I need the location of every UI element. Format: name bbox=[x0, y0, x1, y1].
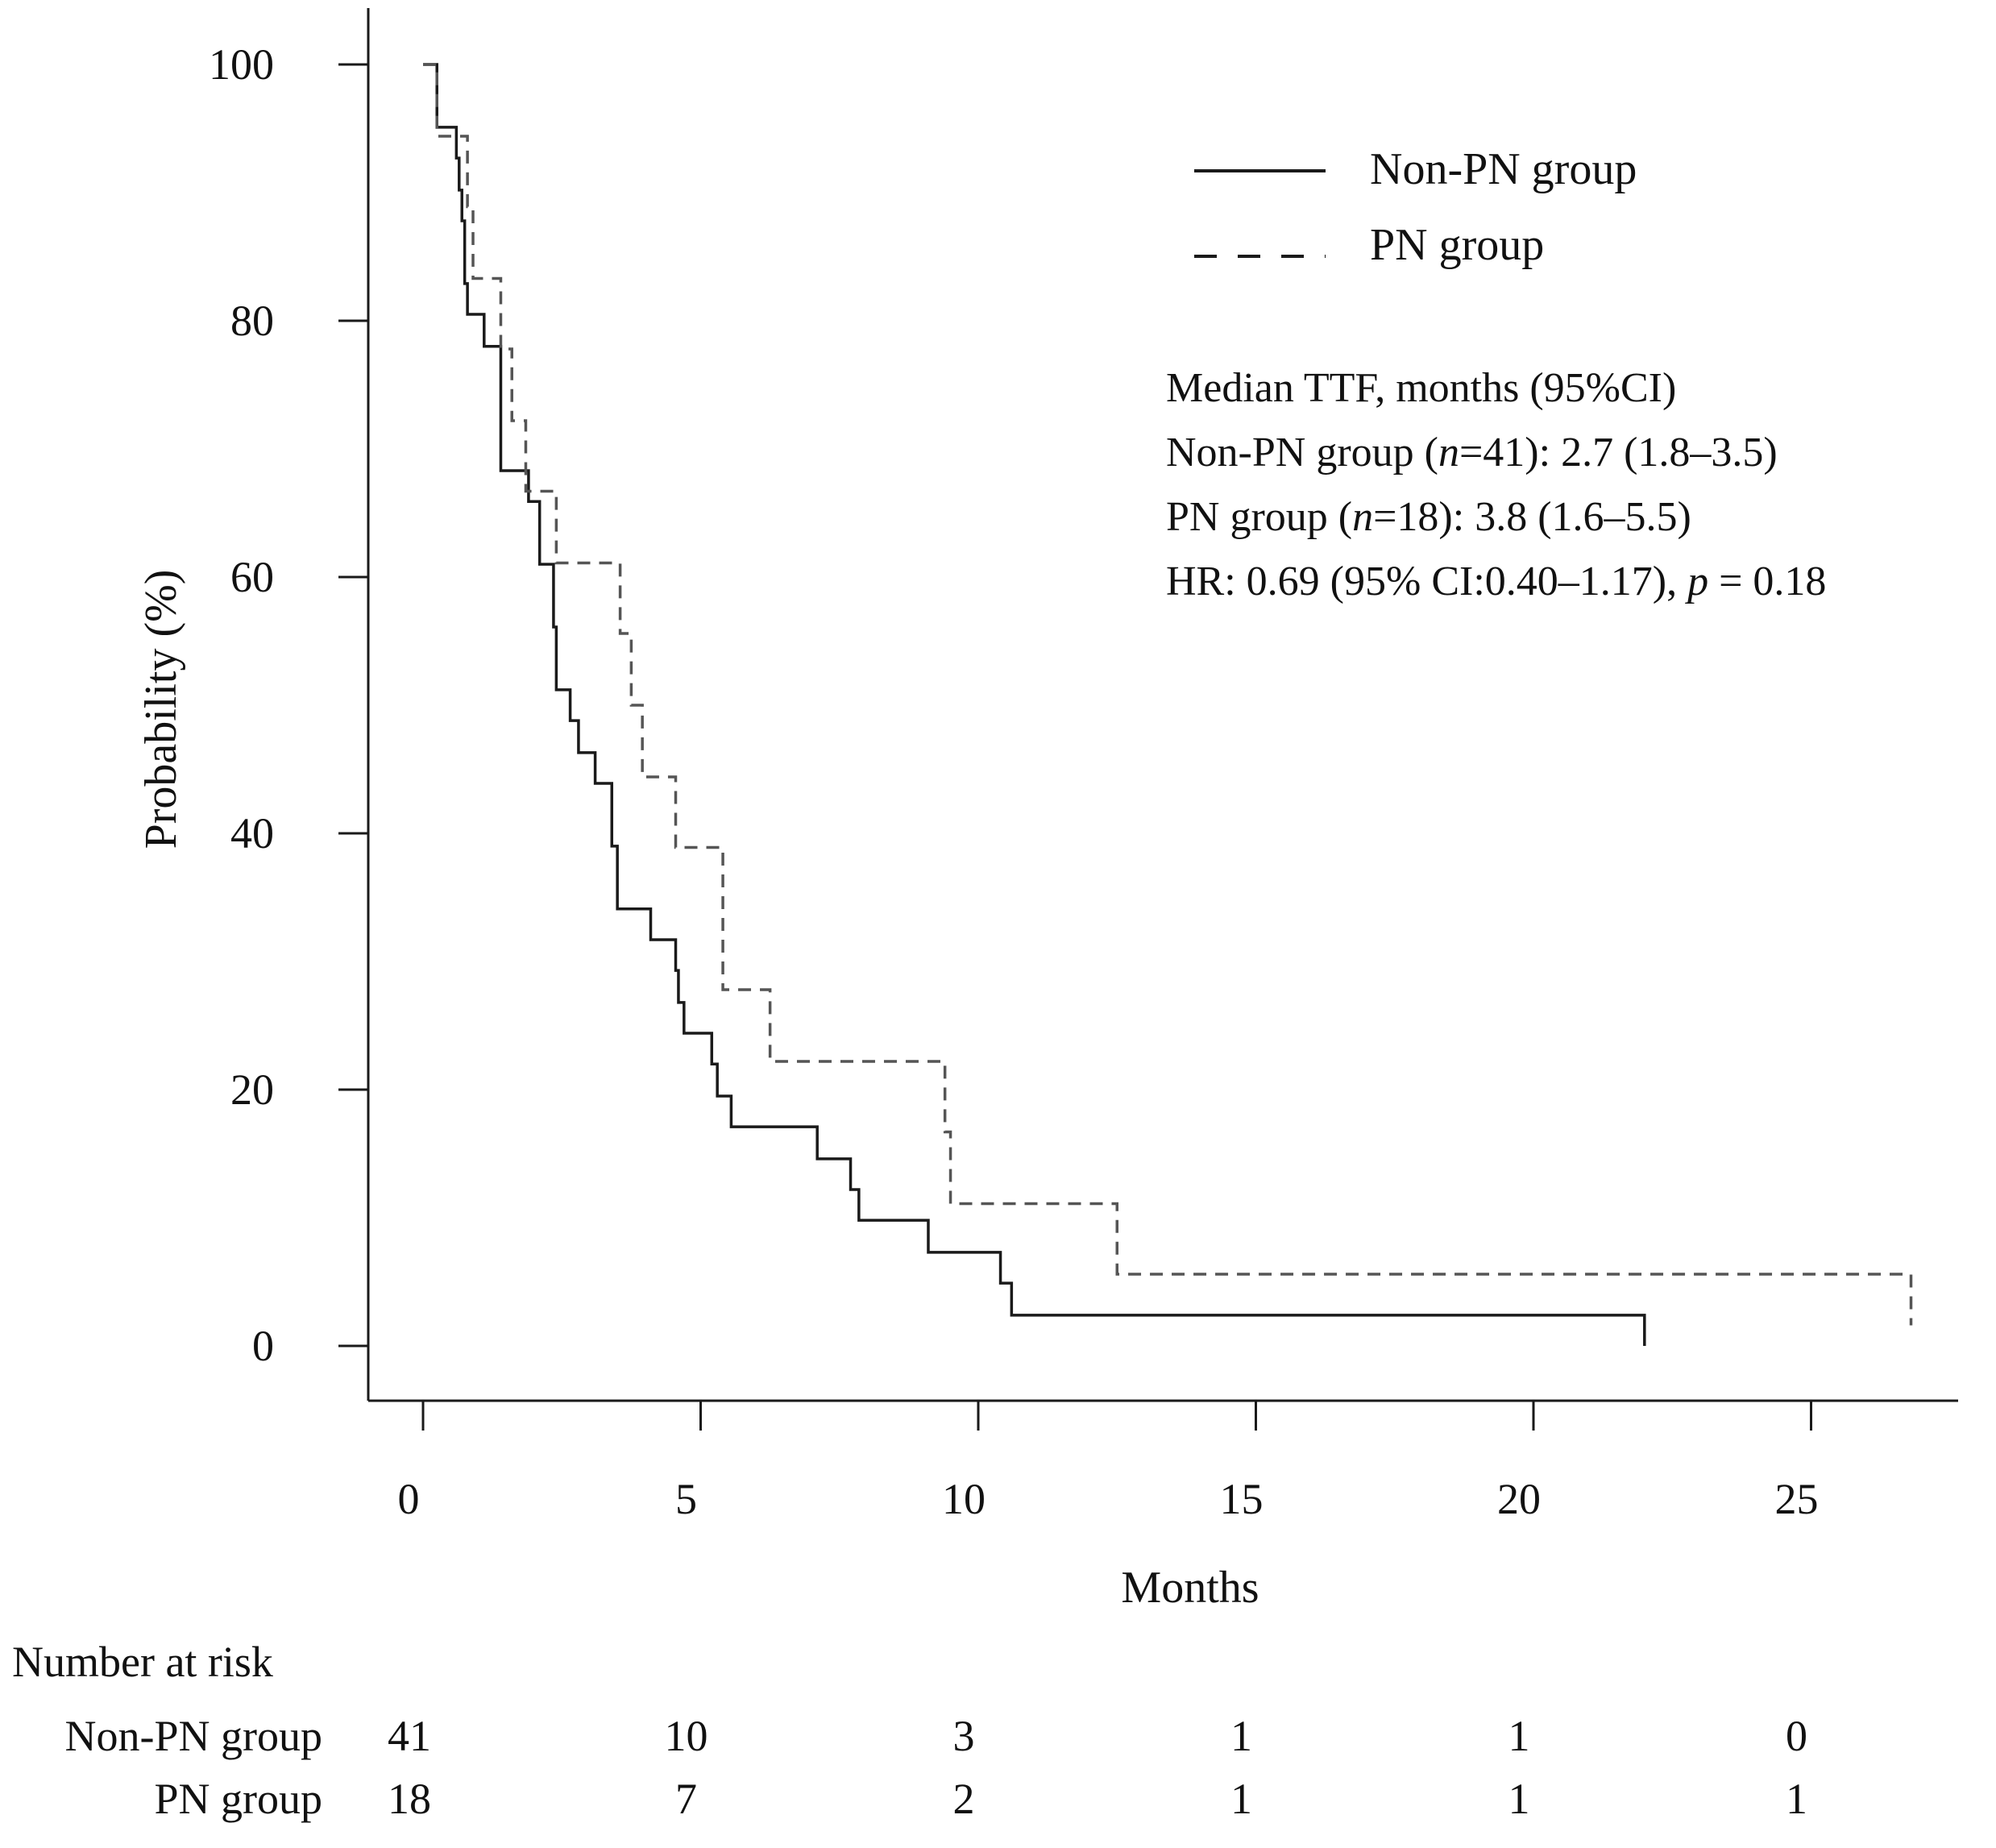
annotation-pn: PN group (n=18): 3.8 (1.6–5.5) bbox=[1166, 494, 1691, 540]
y-axis-label: Probability (%) bbox=[136, 570, 186, 849]
annotation-hr: HR: 0.69 (95% CI:0.40–1.17), p = 0.18 bbox=[1166, 559, 1826, 604]
y-tick-label: 100 bbox=[209, 40, 274, 89]
risk-table: Number at risk Non-PN group PN group 41 1… bbox=[12, 1638, 1807, 1823]
risk-value: 1 bbox=[1508, 1712, 1530, 1760]
risk-values: 41 10 3 1 1 018 7 2 1 1 1 bbox=[388, 1712, 1807, 1823]
risk-value: 1 bbox=[1508, 1775, 1530, 1823]
risk-value: 41 bbox=[388, 1712, 431, 1760]
x-ticks: 0 5 10 15 20 25 bbox=[398, 1401, 1819, 1523]
y-tick-label: 20 bbox=[230, 1065, 274, 1114]
risk-value: 7 bbox=[675, 1775, 697, 1823]
x-tick-label: 10 bbox=[942, 1475, 986, 1523]
x-tick-label: 5 bbox=[675, 1475, 697, 1523]
annotation-heading: Median TTF, months (95%CI) bbox=[1166, 365, 1676, 411]
x-tick-label: 15 bbox=[1220, 1475, 1264, 1523]
annotation-non-pn: Non-PN group (n=41): 2.7 (1.8–3.5) bbox=[1166, 430, 1778, 475]
risk-value: 3 bbox=[953, 1712, 975, 1760]
stats-annotation: Median TTF, months (95%CI) Non-PN group … bbox=[1166, 365, 1826, 604]
risk-row-label-non-pn: Non-PN group bbox=[65, 1712, 323, 1760]
legend: Non-PN group PN group bbox=[1194, 144, 1637, 270]
y-tick-label: 80 bbox=[230, 297, 274, 345]
x-tick-label: 20 bbox=[1497, 1475, 1541, 1523]
risk-value: 18 bbox=[388, 1775, 431, 1823]
legend-label-non-pn: Non-PN group bbox=[1370, 144, 1637, 194]
pn-group-curve bbox=[423, 63, 1913, 1326]
y-ticks: 0 20 40 60 80 100 bbox=[209, 40, 368, 1370]
risk-value: 1 bbox=[1230, 1712, 1252, 1760]
risk-value: 1 bbox=[1786, 1775, 1807, 1823]
risk-row-label-pn: PN group bbox=[154, 1775, 322, 1823]
risk-table-title: Number at risk bbox=[12, 1638, 273, 1686]
risk-value: 1 bbox=[1230, 1775, 1252, 1823]
risk-value: 0 bbox=[1786, 1712, 1807, 1760]
survival-curves bbox=[423, 63, 1913, 1346]
risk-value: 10 bbox=[665, 1712, 708, 1760]
y-tick-label: 0 bbox=[252, 1322, 274, 1370]
x-tick-label: 0 bbox=[398, 1475, 420, 1523]
risk-value: 2 bbox=[953, 1775, 975, 1823]
legend-label-pn: PN group bbox=[1370, 220, 1544, 270]
y-tick-label: 60 bbox=[230, 553, 274, 601]
x-tick-label: 25 bbox=[1775, 1475, 1819, 1523]
y-tick-label: 40 bbox=[230, 809, 274, 858]
x-axis-label: Months bbox=[1121, 1563, 1259, 1613]
non-pn-group-curve bbox=[423, 63, 1646, 1346]
